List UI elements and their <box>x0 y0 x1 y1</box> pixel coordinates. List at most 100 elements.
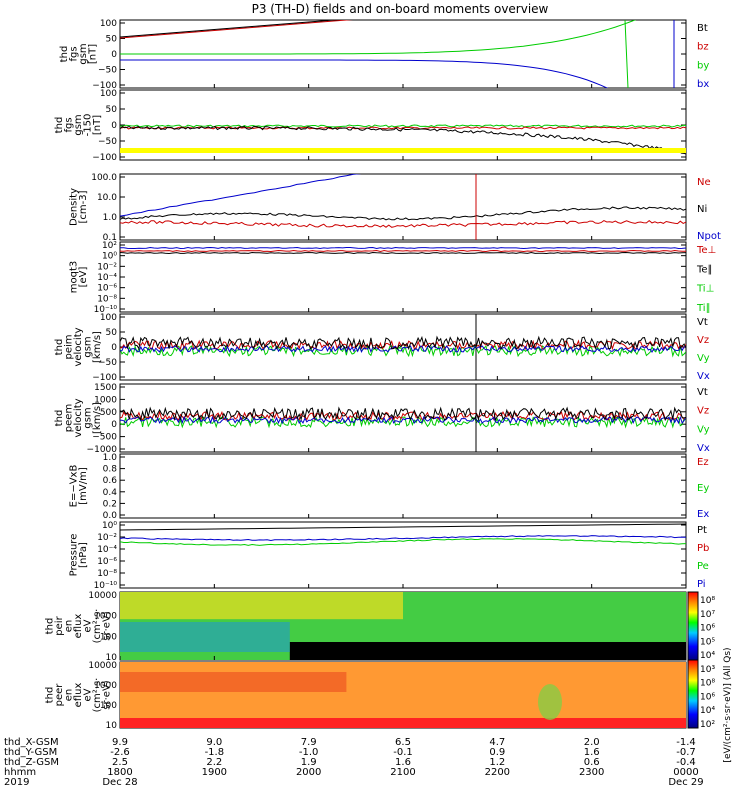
y-tick-label: 100 <box>100 19 117 29</box>
series-line-by <box>120 20 637 55</box>
ephemeris-value: 1900 <box>202 767 227 778</box>
y-tick-label: 0.4 <box>103 488 118 498</box>
y-axis-label-line: [mV/m] <box>78 467 89 505</box>
y-axis-label-line: gsm <box>73 114 84 135</box>
y-tick-label: −100 <box>92 153 117 163</box>
spectrogram-fill <box>289 642 686 660</box>
y-axis-label: E=−VxB[mV/m] <box>68 465 89 508</box>
y-tick-label: 10² <box>102 241 117 251</box>
ephemeris-value: 2.0 <box>584 737 600 748</box>
panel-ion-spectrogram: 10000 1000 100 10 thdpeirenefluxeV(cm²·s·sr·… <box>45 591 687 663</box>
legend-entry: Pi <box>697 579 706 590</box>
y-axis-label-line: peer <box>54 683 65 707</box>
series-line-Ti <box>120 246 686 250</box>
ephemeris-value: -1.4 <box>676 737 696 748</box>
y-tick-label: −50 <box>98 358 117 368</box>
series-line-Bt <box>120 125 686 155</box>
legend-entry: Vt <box>697 387 708 398</box>
y-axis-label-line: [eV] <box>78 267 89 288</box>
colorbar-tick-label: 10³ <box>700 665 715 675</box>
y-tick-label: 1.0 <box>103 453 118 463</box>
y-tick-label: 100 <box>100 313 117 323</box>
ephemeris-value: 2000 <box>296 767 321 778</box>
y-tick-label: 10⁻⁴ <box>97 273 117 283</box>
legend-entry: Vt <box>697 317 708 328</box>
panel-frame <box>119 173 687 241</box>
y-tick-label: 10⁻¹⁰ <box>94 305 118 315</box>
y-tick-label: 10⁻⁸ <box>97 294 117 304</box>
y-axis-label-line: fgs <box>64 117 75 132</box>
y-tick-label: 1000 <box>94 612 117 622</box>
ephemeris-value: 2.2 <box>206 757 222 768</box>
figure-title: P3 (TH-D) fields and on-board moments ov… <box>252 2 549 16</box>
y-tick-label: 10000 <box>88 661 117 671</box>
legend-entry: Vy <box>697 424 710 435</box>
series-line-bz <box>120 20 354 39</box>
panel-frame <box>119 453 687 519</box>
y-tick-label: 10⁻⁶ <box>97 284 117 294</box>
y-tick-label: 10⁻⁸ <box>97 569 117 579</box>
ephemeris-value: 1.9 <box>301 757 317 768</box>
legend-entry: Ey <box>697 483 709 494</box>
y-axis-label-line: fgs <box>68 46 79 61</box>
series-line-Pt <box>120 523 686 531</box>
series-line-by <box>624 20 629 88</box>
ephemeris-value: -0.7 <box>676 747 696 758</box>
ephemeris-value: -0.4 <box>676 757 696 768</box>
y-tick-label: 1000 <box>94 681 117 691</box>
y-tick-label: 1500 <box>94 383 117 393</box>
y-axis-label-line: eV <box>83 688 94 701</box>
y-tick-label: 0 <box>111 343 117 353</box>
legend-entry: Pb <box>697 543 709 554</box>
legend-entry: Vz <box>697 335 709 346</box>
legend-entry: Pt <box>697 525 707 536</box>
legend-entry: Ne <box>697 177 711 188</box>
panel-data <box>120 124 686 155</box>
y-tick-label: 1000 <box>94 395 117 405</box>
spectrogram-fill <box>538 684 562 720</box>
y-tick-label: 10⁰ <box>102 252 117 262</box>
legend-entry: by <box>697 60 709 71</box>
spectrogram-fill <box>120 718 686 728</box>
legend-entry: Ti⊥ <box>696 284 714 295</box>
ephemeris-row-label: thd_Y-GSM <box>4 747 57 758</box>
ephemeris-value: 0.9 <box>489 747 505 758</box>
panel-density: 100.0 10.0 1.0 0.1 Density[cm-3] Ne Ni Npot <box>68 173 721 243</box>
series-line-by <box>120 124 686 128</box>
legend-entry: Ez <box>697 457 709 468</box>
y-tick-label: 500 <box>100 408 117 418</box>
colorbar: 10⁸ 10⁷ 10⁶ 10⁵ 10⁴ 10³ 10⁸ 10⁶ 10⁴ 10² [eV/(cm²·s… <box>687 591 733 763</box>
y-tick-label: −50 <box>98 137 117 147</box>
colorbar-bar <box>687 591 699 661</box>
y-axis-label-line: thd <box>54 117 65 134</box>
colorbar-tick-label: 10⁷ <box>700 610 715 620</box>
ephemeris-value: 6.5 <box>395 737 411 748</box>
ephemeris-value: Dec 29 <box>668 777 703 788</box>
legend-entry: Vx <box>697 443 710 454</box>
y-axis-label-line: thd <box>45 687 56 704</box>
ephemeris-value: -1.8 <box>205 747 225 758</box>
y-axis-label-line: en <box>64 620 75 633</box>
y-tick-label: −100 <box>92 373 117 383</box>
y-axis-label-line: peir <box>54 615 65 635</box>
y-tick-label: −500 <box>92 433 117 443</box>
y-axis-label-line: thd <box>59 46 70 63</box>
colorbar-tick-label: 10⁸ <box>700 679 715 689</box>
panel-data <box>120 246 686 255</box>
y-axis-label-line: thd <box>54 410 65 427</box>
colorbar-bar <box>687 659 699 729</box>
y-tick-label: 100 <box>100 701 117 711</box>
y-tick-label: 10⁻⁴ <box>97 545 117 555</box>
y-tick-label: 10 <box>106 653 118 663</box>
y-axis-label-line: en <box>64 689 75 702</box>
colorbar-tick-label: 10⁶ <box>700 692 715 702</box>
y-axis-label-line: [km/s] <box>92 331 103 363</box>
